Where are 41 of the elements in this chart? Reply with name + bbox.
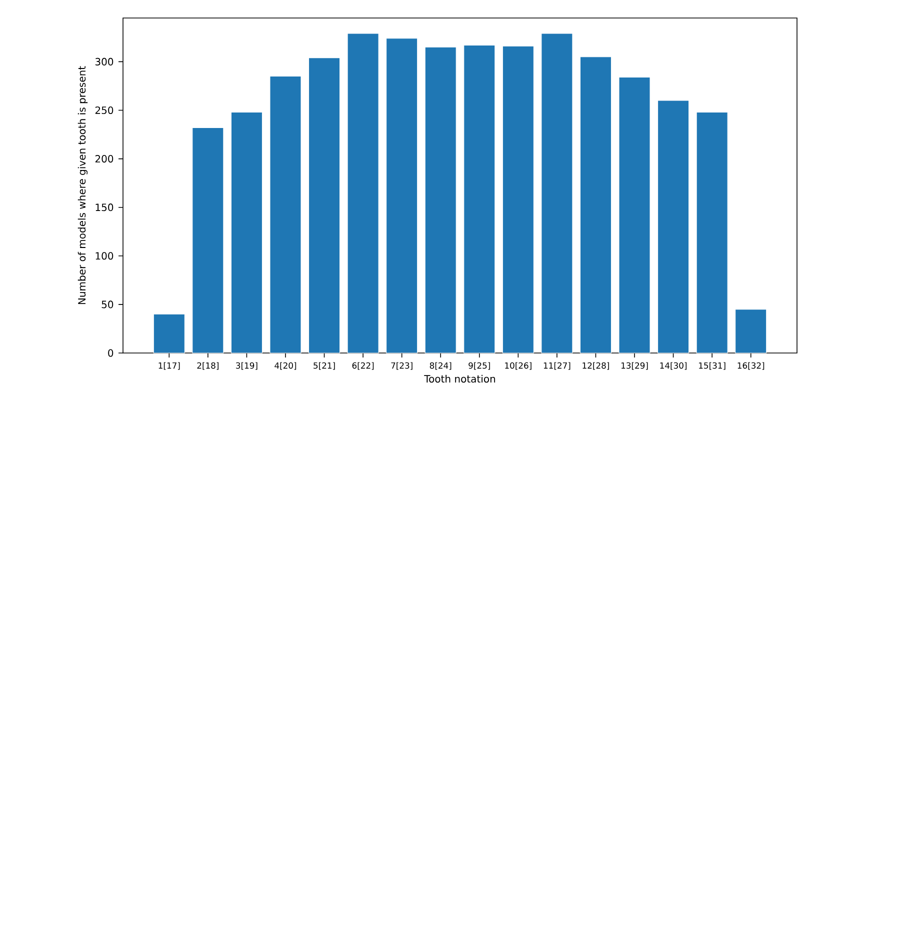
- bar: [464, 44, 496, 354]
- x-tick-label: 5[21]: [314, 362, 335, 370]
- x-tick-label: 14[30]: [660, 362, 687, 370]
- bar: [192, 127, 224, 354]
- y-tick-label: 100: [96, 252, 114, 260]
- y-tick-label: 300: [95, 58, 114, 66]
- x-tick-label: 12[28]: [582, 362, 609, 370]
- bar: [270, 76, 302, 354]
- x-tick-label: 11[27]: [544, 362, 570, 370]
- y-tick-label: 150: [96, 204, 114, 212]
- bar: [386, 38, 418, 354]
- x-tick-label: 7[23]: [391, 362, 412, 370]
- y-tick-label: 0: [108, 349, 114, 357]
- bar: [618, 76, 650, 354]
- bar: [424, 46, 456, 354]
- x-tick-label: 3[19]: [236, 362, 258, 370]
- x-tick-label: 8[24]: [430, 362, 452, 370]
- x-tick-label: 16[32]: [738, 362, 764, 370]
- bar: [541, 33, 573, 354]
- bar: [580, 56, 612, 354]
- bar: [153, 314, 185, 354]
- x-tick-label: 2[18]: [197, 362, 218, 370]
- bar: [347, 33, 379, 354]
- x-tick-label: 9[25]: [468, 362, 490, 370]
- bar: [502, 46, 534, 354]
- x-tick-label: 15[31]: [699, 362, 726, 370]
- y-tick-label: 200: [95, 155, 114, 163]
- y-tick-label: 250: [95, 106, 114, 114]
- x-tick-label: 13[29]: [621, 362, 648, 370]
- x-tick-label: 4[20]: [274, 362, 296, 370]
- bar: [735, 309, 767, 354]
- bar: [230, 112, 262, 354]
- bar: [696, 112, 728, 354]
- x-axis-title: Tooth notation: [424, 374, 496, 383]
- y-tick-label: 50: [102, 300, 114, 308]
- bar: [308, 58, 340, 354]
- bar: [658, 100, 690, 354]
- x-tick-label: 10[26]: [505, 362, 532, 370]
- x-tick-label: 1[17]: [158, 362, 180, 370]
- y-axis-title: Number of models where given tooth is present: [78, 66, 88, 304]
- x-tick-label: 6[22]: [352, 362, 374, 370]
